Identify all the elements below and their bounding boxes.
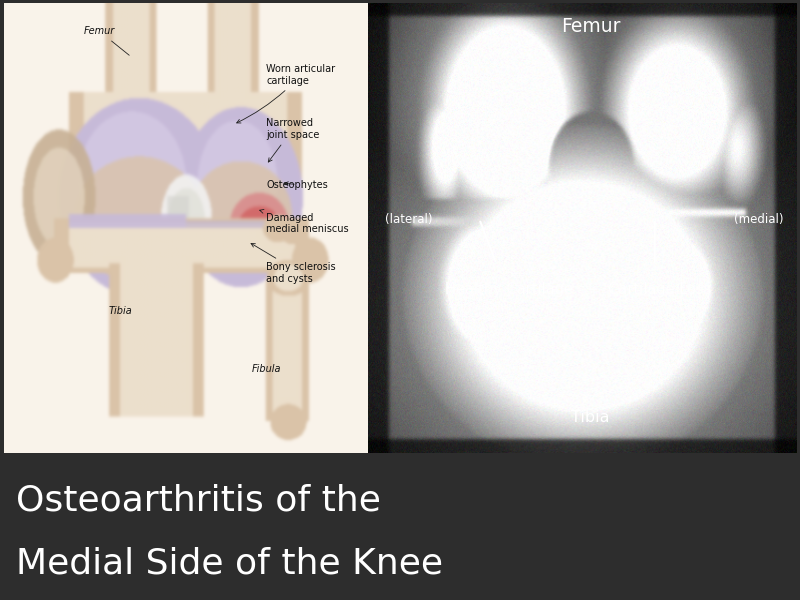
Text: Tibia: Tibia [571,409,610,425]
Text: Damaged
medial meniscus: Damaged medial meniscus [260,209,349,235]
Text: Worn articular
cartilage: Worn articular cartilage [237,64,335,123]
Text: Osteoarthritis of the: Osteoarthritis of the [16,483,381,517]
Text: (medial): (medial) [734,212,783,226]
Text: Osteophytes: Osteophytes [266,179,328,190]
Text: Femur: Femur [561,16,620,35]
Text: Healthy Cartilage: Healthy Cartilage [445,282,573,297]
Text: Fibula: Fibula [251,364,281,374]
Text: (lateral): (lateral) [385,212,433,226]
Text: Medial Side of the Knee: Medial Side of the Knee [16,546,443,580]
Text: Cartilage Loss: Cartilage Loss [608,282,711,297]
Text: Bony sclerosis
and cysts: Bony sclerosis and cysts [251,244,336,284]
Text: Femur: Femur [84,26,130,55]
Text: Tibia: Tibia [109,305,132,316]
Text: Narrowed
joint space: Narrowed joint space [266,118,319,162]
